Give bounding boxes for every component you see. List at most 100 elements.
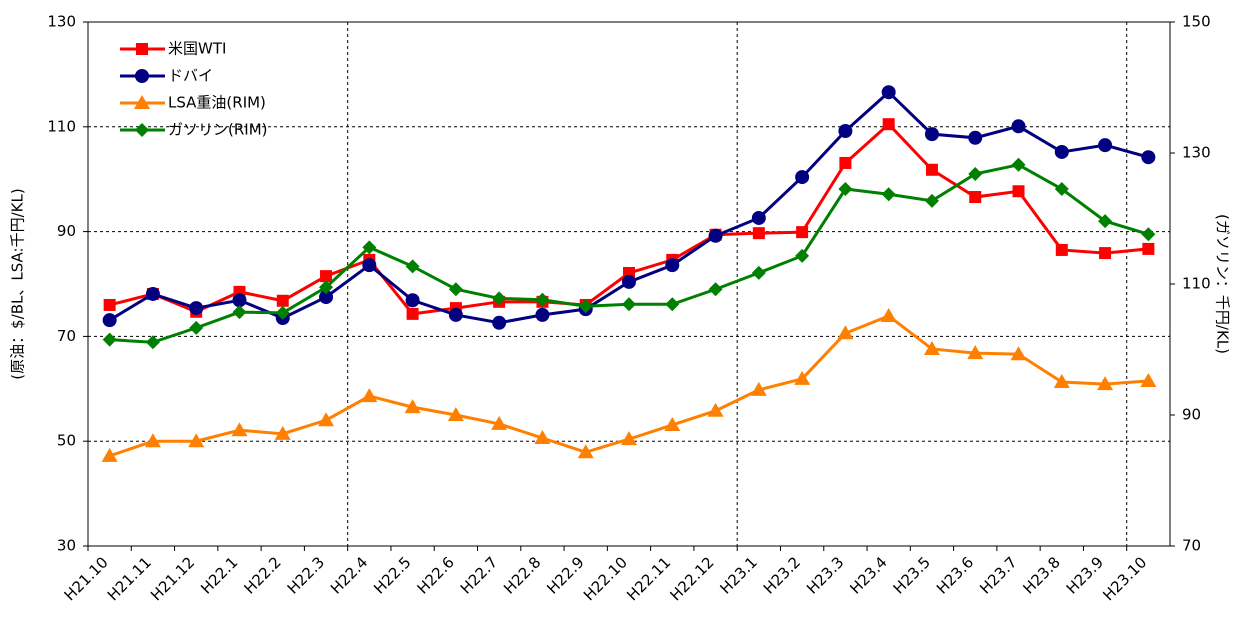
marker	[447, 407, 464, 421]
x-tick-label: H23.10	[1099, 553, 1150, 604]
marker	[1141, 227, 1156, 242]
marker	[535, 292, 550, 307]
marker	[534, 430, 551, 445]
marker	[750, 381, 767, 396]
marker	[1099, 247, 1112, 260]
marker	[319, 280, 334, 295]
legend-label: ドバイ	[168, 67, 213, 85]
marker	[708, 228, 723, 243]
marker	[967, 345, 984, 360]
y2-tick-label: 130	[1182, 144, 1211, 162]
marker	[751, 210, 766, 225]
x-tick-label: H22.2	[240, 553, 284, 597]
y-tick-label: 110	[47, 117, 76, 135]
marker	[795, 248, 810, 263]
marker	[968, 166, 983, 181]
legend-marker	[135, 69, 149, 83]
y-tick-label: 50	[57, 432, 76, 450]
marker	[1054, 182, 1069, 197]
y2-tick-label: 150	[1182, 13, 1211, 31]
marker	[361, 388, 378, 403]
y-tick-label: 70	[57, 327, 76, 345]
x-tick-label: H23.6	[933, 553, 977, 597]
marker	[492, 291, 507, 306]
x-tick-label: H22.11	[623, 553, 674, 604]
marker	[405, 293, 420, 308]
marker	[881, 187, 896, 202]
marker	[492, 315, 507, 330]
y2-tick-label: 110	[1182, 275, 1211, 293]
marker	[1140, 372, 1157, 387]
marker	[406, 307, 419, 320]
marker	[189, 301, 204, 316]
marker	[103, 298, 116, 311]
marker	[924, 193, 939, 208]
x-tick-label: H23.7	[976, 553, 1020, 597]
marker	[838, 123, 853, 138]
marker	[837, 325, 854, 340]
marker	[665, 297, 680, 312]
marker	[276, 294, 289, 307]
marker	[405, 259, 420, 274]
x-tick-label: H23.2	[760, 553, 804, 597]
y-axis-label: (原油：$/BL、LSA:千円/KL)	[9, 188, 27, 379]
x-tick-label: H22.10	[580, 553, 631, 604]
marker	[275, 305, 290, 320]
marker	[838, 182, 853, 197]
marker	[448, 307, 463, 322]
legend-label: LSA重油(RIM)	[168, 94, 266, 112]
marker	[102, 313, 117, 328]
x-tick-label: H22.5	[370, 553, 414, 597]
marker	[665, 258, 680, 273]
marker	[231, 422, 248, 437]
marker	[362, 240, 377, 255]
x-tick-label: H22.6	[414, 553, 458, 597]
x-tick-label: H23.4	[846, 553, 890, 597]
marker	[882, 118, 895, 131]
marker	[1142, 242, 1155, 255]
marker	[1011, 119, 1026, 134]
y-tick-label: 90	[57, 222, 76, 240]
marker	[491, 415, 508, 430]
x-tick-label: H22.8	[500, 553, 544, 597]
marker	[535, 307, 550, 322]
legend-marker	[135, 123, 149, 137]
marker	[880, 307, 897, 322]
marker	[232, 305, 247, 320]
marker	[881, 85, 896, 100]
x-tick-label: H21.12	[147, 553, 198, 604]
x-tick-label: H23.1	[717, 553, 761, 597]
marker	[319, 290, 334, 305]
marker	[362, 258, 377, 273]
marker	[578, 299, 593, 314]
marker	[232, 293, 247, 308]
marker	[188, 433, 205, 448]
marker	[795, 170, 810, 185]
marker	[708, 282, 723, 297]
x-tick-label: H22.12	[666, 553, 717, 604]
marker	[1054, 144, 1069, 159]
y2-axis-label: (ガソリン：千円/KL)	[1214, 214, 1232, 354]
x-tick-label: H22.3	[284, 553, 328, 597]
marker	[1097, 376, 1114, 391]
marker	[101, 447, 118, 462]
marker	[968, 130, 983, 145]
marker	[1053, 373, 1070, 388]
y-tick-label: 130	[47, 13, 76, 31]
x-tick-label: H23.8	[1019, 553, 1063, 597]
y2-tick-label: 90	[1182, 406, 1201, 424]
marker	[707, 402, 724, 417]
x-tick-label: H21.10	[61, 553, 112, 604]
y2-tick-label: 70	[1182, 537, 1201, 555]
marker	[1141, 150, 1156, 165]
legend-marker	[136, 43, 148, 55]
series-line	[109, 163, 1149, 344]
marker	[1010, 346, 1027, 361]
marker	[404, 399, 421, 414]
marker	[796, 226, 809, 239]
marker	[969, 191, 982, 204]
legend-marker	[134, 95, 150, 109]
marker	[320, 270, 333, 283]
legend-label: 米国WTI	[168, 40, 226, 58]
